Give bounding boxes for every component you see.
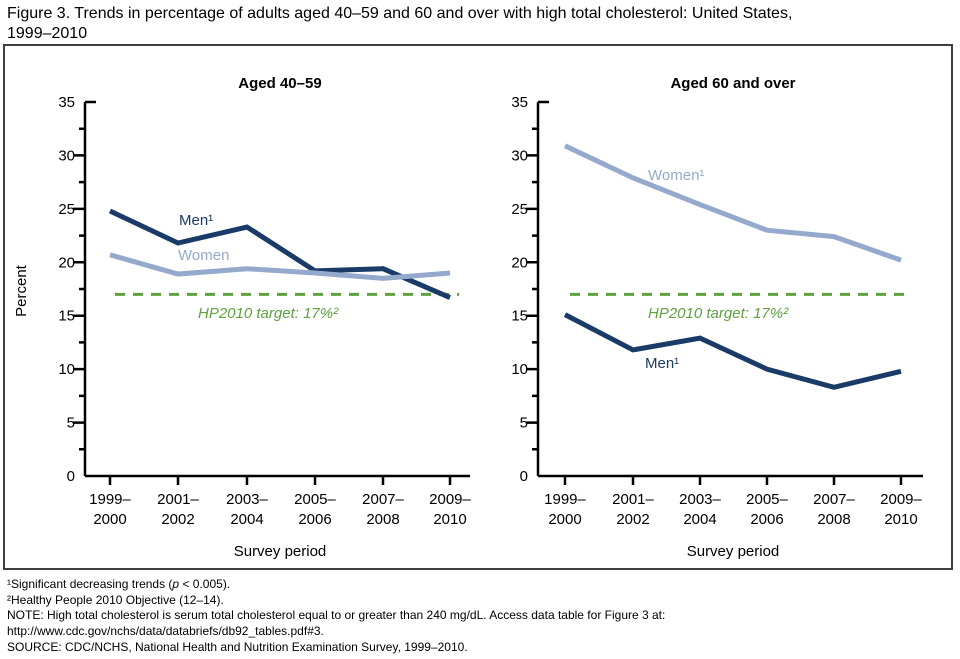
footnote-1: ¹Significant decreasing trends (p < 0.00… [7,577,231,591]
y-tick-label: 20 [511,254,528,271]
y-tick-label: 35 [511,94,528,111]
y-tick-label: 30 [511,147,528,164]
target-label: HP2010 target: 17%² [648,305,789,322]
x-tick-label: 2002 [616,511,649,528]
chart-aged-60-and-over: Aged 60 and over 0 5 10 15 20 25 30 35 1999– 2000 2… [511,75,923,560]
x-tick-label: 2007– [813,491,855,508]
x-tick-label: 2003– [679,491,721,508]
y-tick-label: 10 [58,361,75,378]
x-tick-label: 2004 [683,511,716,528]
chart-aged-40-59: Aged 40–59 0 5 10 15 20 25 30 35 1999– 2000 2001– 20… [13,75,472,560]
y-axis-title: Percent [13,264,30,317]
figure-title-line2: 1999–2010 [7,25,88,42]
x-tick-label: 2005– [746,491,788,508]
x-tick-label: 2005– [294,491,336,508]
x-axis [538,474,923,485]
x-tick-label: 2010 [884,511,917,528]
y-tick-label: 0 [520,468,528,485]
y-tick-label: 20 [58,254,75,271]
x-tick-label: 2004 [230,511,263,528]
y-tick-label: 25 [58,201,75,218]
series-line-men [563,312,902,390]
figure-title-line1: Figure 3. Trends in percentage of adults… [7,5,793,22]
x-tick-label: 2006 [750,511,783,528]
x-tick-label: 2001– [157,491,199,508]
x-tick-label: 2000 [548,511,581,528]
x-axis-title: Survey period [234,543,327,560]
footnote-source: SOURCE: CDC/NCHS, National Health and Nu… [7,639,468,654]
x-tick-label: 2007– [362,491,404,508]
x-tick-label: 2009– [429,491,471,508]
series-label-women: Women¹ [648,167,704,184]
figure-title: Figure 3. Trends in percentage of adults… [7,4,953,44]
chart-title: Aged 40–59 [238,75,321,92]
y-axis [73,100,96,476]
footnotes: ¹Significant decreasing trends (p < 0.00… [7,577,955,656]
series-label-men: Men¹ [645,355,679,372]
x-axis-title: Survey period [687,543,780,560]
series-line-men [108,208,451,300]
footnote-2: ²Healthy People 2010 Objective (12–14). [7,592,224,607]
y-tick-label: 0 [67,468,75,485]
y-tick-label: 35 [58,94,75,111]
x-axis [85,474,470,485]
series-label-men: Men¹ [179,212,213,229]
x-tick-label: 1999– [89,491,131,508]
x-tick-label: 2009– [880,491,922,508]
x-tick-label: 2000 [93,511,126,528]
y-tick-label: 30 [58,147,75,164]
chart-title: Aged 60 and over [670,75,795,92]
y-tick-label: 5 [520,415,528,432]
series-line-women [109,252,451,281]
y-tick-label: 25 [511,201,528,218]
x-tick-label: 2008 [366,511,399,528]
y-axis [526,100,549,476]
x-tick-label: 2010 [433,511,466,528]
y-tick-label: 10 [511,361,528,378]
x-tick-label: 1999– [544,491,586,508]
series-label-women: Women [178,247,229,264]
y-tick-label: 15 [58,308,75,325]
target-label: HP2010 target: 17%² [198,305,339,322]
footnote-note: NOTE: High total cholesterol is serum to… [7,608,666,623]
x-tick-label: 2002 [161,511,194,528]
series-line-women [563,143,902,263]
y-tick-label: 15 [511,308,528,325]
figure-border-box: Aged 40–59 0 5 10 15 20 25 30 35 1999– 2000 2001– 20… [3,44,953,570]
x-tick-label: 2008 [817,511,850,528]
x-tick-label: 2003– [226,491,268,508]
x-tick-label: 2006 [298,511,331,528]
footnote-url: http://www.cdc.gov/nchs/data/databriefs/… [7,624,324,639]
charts-canvas: Aged 40–59 0 5 10 15 20 25 30 35 1999– 2000 2001– 20… [13,75,923,560]
x-tick-label: 2001– [612,491,654,508]
y-tick-label: 5 [67,415,75,432]
